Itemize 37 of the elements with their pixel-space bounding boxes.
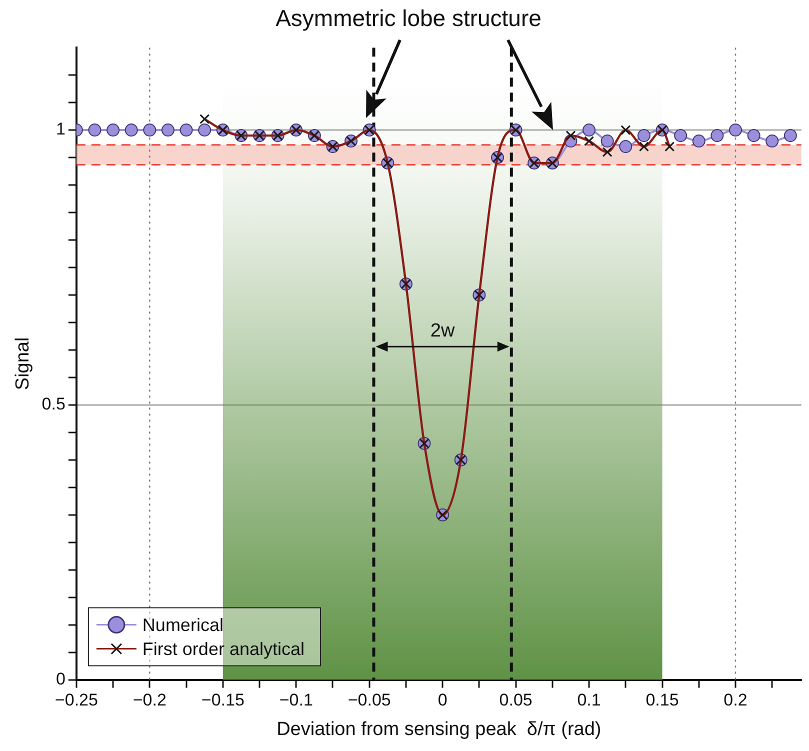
y-axis-title: Signal: [12, 337, 34, 390]
point: [637, 129, 650, 142]
x-tick-label: −0.25: [54, 690, 98, 710]
x-tick-label: 0.1: [577, 690, 601, 710]
point: [674, 129, 688, 142]
point: [600, 134, 614, 148]
annotation: 2w: [430, 320, 455, 342]
point: [692, 134, 706, 148]
x-tick-label: 0.15: [646, 690, 679, 710]
x-axis-title: Deviation from sensing peak δ/π (rad): [276, 718, 602, 740]
point: [766, 134, 779, 148]
x-tick-label: −0.2: [132, 690, 166, 710]
legend-label: First order analytical: [142, 638, 304, 659]
x-tick-label: −0.15: [201, 690, 244, 710]
point: [198, 124, 212, 137]
point: [784, 129, 797, 142]
x-tick-label: 0.05: [499, 690, 532, 710]
point: [106, 124, 120, 137]
point: [143, 124, 156, 137]
point: [180, 124, 193, 137]
x-tick-label: −0.1: [279, 690, 313, 710]
point: [728, 124, 742, 137]
point: [88, 124, 102, 137]
x-tick-label: 0: [438, 690, 448, 710]
chart-title: Asymmetric lobe structure: [276, 5, 542, 32]
legend-label: Numerical: [142, 614, 224, 635]
y-tick-label: 0: [56, 669, 66, 688]
y-tick-label: 1: [56, 120, 66, 139]
x-tick-label: 0.2: [724, 690, 748, 710]
point: [124, 124, 138, 137]
point: [747, 129, 760, 142]
point: [161, 124, 174, 137]
x-tick-label: −0.05: [348, 690, 391, 710]
point: [710, 129, 724, 142]
point: [582, 124, 596, 137]
point: [619, 140, 632, 154]
y-tick-label: 0.5: [42, 394, 66, 414]
